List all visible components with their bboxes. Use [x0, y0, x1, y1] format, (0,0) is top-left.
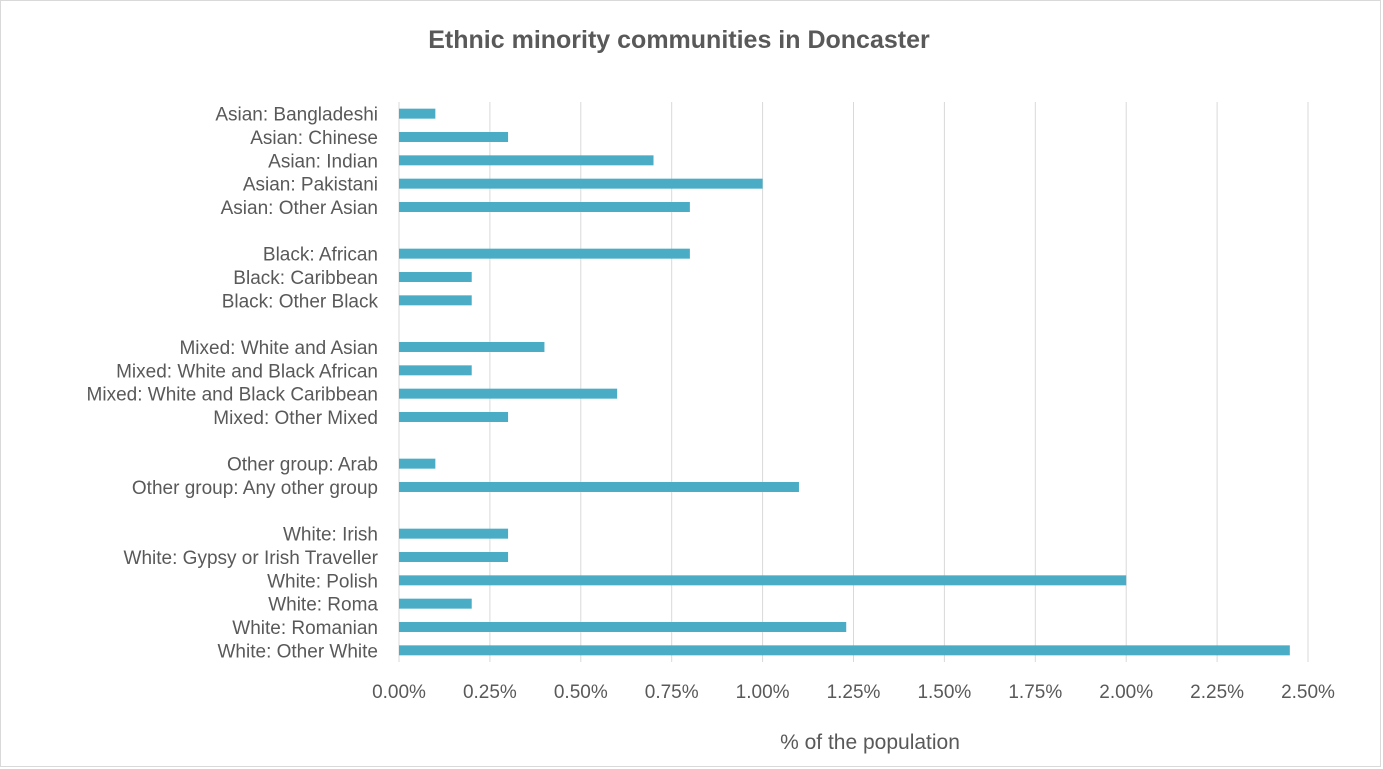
y-category-label: White: Other White — [218, 641, 379, 662]
bar — [399, 108, 436, 119]
bar — [399, 178, 763, 189]
bar — [399, 342, 545, 352]
bar — [399, 388, 618, 399]
y-category-label: Asian: Pakistani — [243, 175, 378, 196]
bar — [399, 248, 690, 259]
y-category-label: White: Irish — [283, 525, 378, 546]
y-category-label: Mixed: White and Black Caribbean — [87, 385, 378, 406]
y-category-label: White: Romanian — [232, 618, 378, 639]
y-category-label: Black: Caribbean — [233, 268, 378, 289]
x-tick-label: 2.25% — [1190, 682, 1244, 703]
bar — [399, 645, 1290, 656]
bar — [399, 552, 509, 562]
x-tick-label: 2.50% — [1281, 682, 1335, 703]
x-tick-label: 0.25% — [463, 682, 517, 703]
y-category-label: Other group: Arab — [227, 455, 378, 476]
bar — [399, 202, 690, 212]
y-category-label: White: Polish — [267, 571, 378, 592]
x-tick-label: 1.25% — [827, 682, 881, 703]
chart-title: Ethnic minority communities in Doncaster — [428, 26, 930, 54]
bar — [399, 528, 509, 539]
x-tick-label: 0.75% — [645, 682, 699, 703]
y-category-label: Mixed: White and Black African — [116, 361, 378, 382]
x-tick-label: 2.00% — [1099, 682, 1153, 703]
bar — [399, 412, 509, 422]
bar — [399, 365, 472, 376]
x-tick-label: 0.50% — [554, 682, 608, 703]
bar — [399, 575, 1127, 586]
y-category-label: Asian: Bangladeshi — [215, 105, 378, 126]
y-category-label: Black: Other Black — [222, 291, 379, 312]
bar — [399, 155, 654, 166]
y-category-label: Asian: Chinese — [250, 128, 378, 149]
y-category-label: Mixed: White and Asian — [179, 338, 378, 359]
y-category-label: Other group: Any other group — [132, 478, 378, 499]
y-category-label: Asian: Other Asian — [221, 198, 378, 219]
bar — [399, 272, 472, 282]
y-category-label: Black: African — [263, 245, 378, 266]
y-category-label: White: Gypsy or Irish Traveller — [124, 548, 379, 569]
y-category-label: White: Roma — [268, 595, 378, 616]
bar — [399, 598, 472, 609]
x-tick-label: 1.50% — [917, 682, 971, 703]
bar — [399, 622, 847, 632]
x-tick-label: 1.75% — [1008, 682, 1062, 703]
y-category-label: Mixed: Other Mixed — [213, 408, 378, 429]
y-category-label: Asian: Indian — [268, 151, 378, 172]
bar — [399, 132, 509, 142]
x-tick-label: 1.00% — [736, 682, 790, 703]
bar — [399, 458, 436, 469]
bar — [399, 295, 472, 306]
x-axis-title: % of the population — [780, 731, 960, 754]
bar — [399, 482, 799, 492]
x-tick-label: 0.00% — [372, 682, 426, 703]
